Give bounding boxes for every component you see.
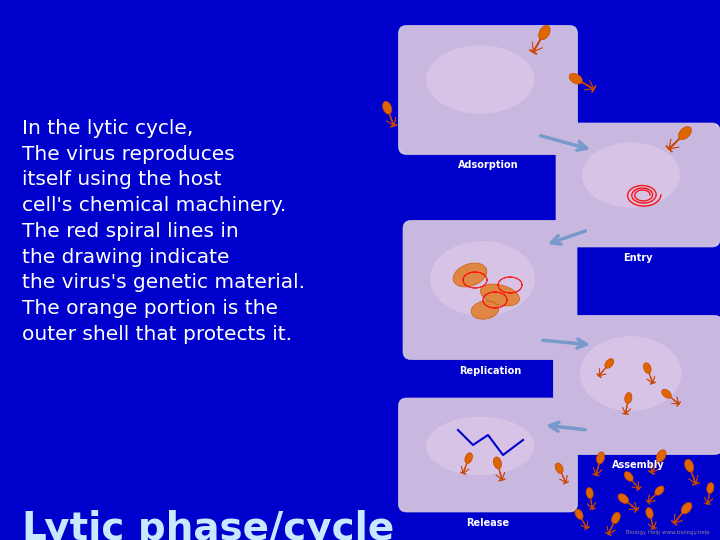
- Ellipse shape: [662, 389, 671, 398]
- FancyBboxPatch shape: [403, 220, 577, 360]
- Ellipse shape: [685, 460, 694, 472]
- Ellipse shape: [605, 359, 613, 368]
- Ellipse shape: [654, 486, 664, 495]
- FancyBboxPatch shape: [398, 398, 577, 512]
- Ellipse shape: [580, 336, 682, 411]
- Ellipse shape: [657, 450, 666, 462]
- Ellipse shape: [611, 512, 620, 524]
- Text: In the lytic cycle,
The virus reproduces
itself using the host
cell's chemical m: In the lytic cycle, The virus reproduces…: [22, 119, 305, 344]
- Text: Release: Release: [467, 518, 510, 528]
- FancyBboxPatch shape: [556, 123, 720, 247]
- Ellipse shape: [618, 494, 629, 503]
- Ellipse shape: [644, 363, 651, 374]
- FancyBboxPatch shape: [554, 315, 720, 455]
- Ellipse shape: [597, 452, 605, 464]
- Ellipse shape: [539, 25, 550, 39]
- Text: Entry: Entry: [624, 253, 653, 263]
- Ellipse shape: [707, 483, 714, 494]
- Ellipse shape: [582, 143, 680, 207]
- FancyBboxPatch shape: [554, 315, 720, 455]
- Ellipse shape: [625, 393, 632, 403]
- Text: Assembly: Assembly: [612, 461, 665, 470]
- Ellipse shape: [471, 301, 499, 319]
- FancyBboxPatch shape: [398, 25, 577, 154]
- Ellipse shape: [624, 472, 633, 481]
- Ellipse shape: [586, 488, 593, 498]
- Ellipse shape: [681, 502, 692, 514]
- Ellipse shape: [382, 102, 392, 114]
- FancyBboxPatch shape: [398, 398, 577, 512]
- Ellipse shape: [569, 73, 582, 84]
- Ellipse shape: [575, 509, 583, 519]
- Ellipse shape: [426, 45, 534, 113]
- FancyBboxPatch shape: [398, 25, 577, 154]
- Ellipse shape: [465, 453, 472, 463]
- Ellipse shape: [453, 263, 487, 287]
- Ellipse shape: [646, 508, 653, 518]
- Text: Biology Help www.biology.help: Biology Help www.biology.help: [626, 530, 710, 535]
- Ellipse shape: [555, 463, 563, 474]
- FancyBboxPatch shape: [403, 220, 577, 360]
- Ellipse shape: [493, 457, 501, 469]
- FancyBboxPatch shape: [556, 123, 720, 247]
- Text: Adsorption: Adsorption: [458, 160, 518, 171]
- Ellipse shape: [480, 284, 520, 306]
- Text: Replication: Replication: [459, 366, 521, 375]
- Ellipse shape: [430, 241, 535, 316]
- Ellipse shape: [426, 417, 534, 475]
- Text: Lytic phase/cycle: Lytic phase/cycle: [22, 510, 394, 540]
- Ellipse shape: [678, 126, 691, 139]
